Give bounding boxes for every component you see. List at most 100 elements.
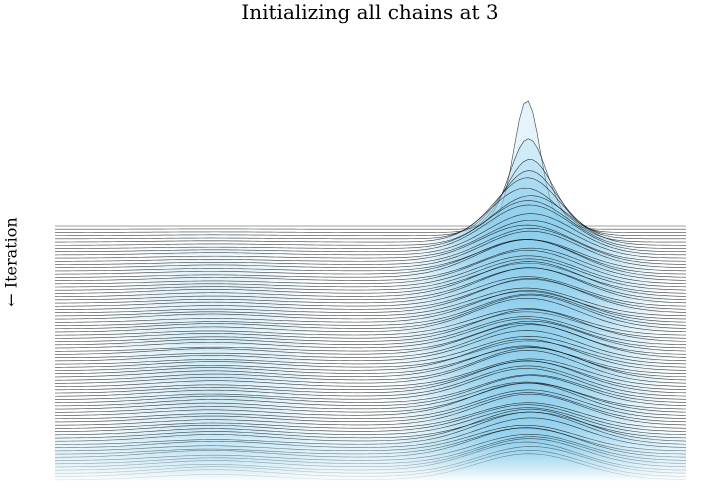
ridge-line — [54, 316, 687, 346]
ridge-line — [54, 336, 687, 365]
ridge-line — [54, 381, 687, 410]
ridge-line — [54, 340, 687, 368]
ridge-area — [55, 263, 686, 294]
ridge-line — [54, 318, 687, 349]
ridge-area — [55, 170, 686, 236]
ridge-area — [55, 309, 686, 342]
ridge-area — [55, 404, 686, 432]
ridge-line — [54, 276, 687, 307]
ridge-line — [54, 294, 687, 330]
ridge-line — [55, 100, 686, 227]
ridge-line — [54, 350, 687, 384]
ridge-area — [55, 204, 686, 252]
ridge-area — [55, 200, 686, 249]
ridge-line — [54, 177, 686, 240]
ridge-line — [54, 358, 687, 387]
ridge-line — [54, 239, 687, 275]
ridge-area — [55, 195, 686, 246]
ridge-area — [55, 138, 686, 230]
ridge-line — [54, 368, 687, 400]
ridge-area — [55, 159, 686, 233]
ridge-line — [54, 293, 687, 326]
ridge-area — [55, 308, 686, 336]
ridge-area — [55, 294, 686, 326]
ridge-area — [55, 368, 686, 400]
ridge-line — [54, 230, 687, 269]
ridge-line — [54, 204, 687, 252]
ridge-area — [55, 279, 686, 310]
bottom-fade — [55, 430, 686, 482]
ridge-line — [54, 261, 687, 297]
ridge-area — [55, 330, 686, 362]
ridge-line — [54, 278, 687, 314]
ridge-line — [54, 220, 687, 259]
ridge-line — [54, 311, 687, 339]
ridge-line — [54, 249, 687, 285]
ridge-line — [54, 346, 687, 375]
ridge-line — [54, 382, 687, 413]
ridge-area — [55, 177, 686, 239]
ridge-line — [54, 375, 687, 407]
ridge-line — [54, 239, 687, 278]
ridge-line — [54, 213, 687, 256]
ridge-line — [54, 258, 687, 291]
ridge-line — [54, 382, 687, 416]
chart-title: Initializing all chains at 3 — [241, 0, 499, 24]
ridge-line — [55, 138, 686, 230]
ridges-group — [54, 100, 687, 481]
ridge-line — [54, 224, 687, 262]
ridge-area — [55, 346, 686, 374]
ridge-area — [55, 345, 686, 378]
ridge-area — [55, 336, 686, 365]
ridge-line — [54, 267, 687, 301]
ridge-area — [55, 311, 686, 339]
ridge-line — [54, 297, 687, 333]
ridge-area — [55, 258, 686, 291]
ridge-area — [55, 321, 686, 352]
ridge-line — [54, 330, 687, 362]
ridge-area — [55, 278, 686, 313]
ridge-area — [55, 220, 686, 259]
ridge-line — [54, 392, 687, 423]
ridge-line — [55, 200, 687, 249]
ridge-area — [55, 324, 686, 358]
ridge-area — [55, 276, 686, 307]
ridge-line — [54, 309, 687, 342]
ridge-line — [54, 389, 687, 420]
ridge-line — [54, 187, 686, 243]
ridge-area — [55, 389, 686, 419]
ridge-line — [54, 365, 687, 397]
ridge-area — [55, 100, 686, 226]
ridge-area — [55, 383, 686, 413]
ridge-line — [54, 402, 687, 429]
ridge-line — [54, 320, 687, 352]
ridge-line — [54, 287, 687, 317]
ridge-area — [55, 225, 686, 262]
ridge-line — [54, 324, 687, 359]
ridge-line — [54, 279, 687, 310]
ridge-line — [54, 338, 687, 371]
ridge-line — [54, 247, 687, 281]
ridge-line — [54, 347, 687, 381]
ridge-line — [54, 308, 687, 336]
ridge-area — [55, 392, 686, 423]
ridge-area — [55, 365, 686, 397]
ridge-area — [55, 213, 686, 255]
ridge-area — [55, 394, 686, 426]
ridge-line — [54, 195, 687, 246]
ridge-area — [55, 347, 686, 381]
ridge-area — [55, 248, 686, 281]
ridge-line — [54, 374, 687, 403]
ridge-line — [54, 228, 687, 265]
ridge-line — [54, 393, 687, 426]
ridge-line — [54, 360, 687, 391]
ridge-line — [55, 159, 686, 233]
ridge-area — [55, 267, 686, 300]
ridge-line — [54, 290, 687, 323]
ridge-line — [54, 360, 687, 394]
ridge-line — [54, 255, 687, 288]
ridge-line — [54, 239, 687, 272]
ridge-line — [54, 267, 687, 304]
ridge-area — [55, 295, 686, 329]
